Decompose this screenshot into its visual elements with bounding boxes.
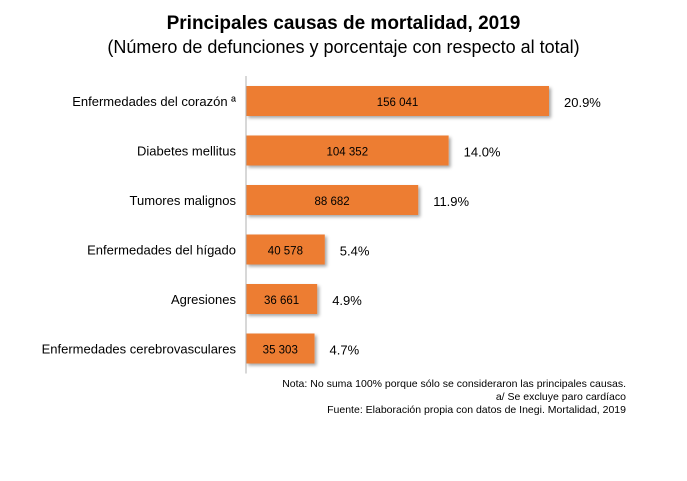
value-label: 36 661 (264, 295, 299, 307)
bar (246, 333, 315, 364)
value-label: 40 578 (268, 246, 303, 258)
value-label: 88 682 (315, 196, 350, 208)
category-label: Enfermedades del hígado (87, 243, 236, 258)
bar (246, 234, 325, 265)
percent-label: 4.7% (330, 343, 360, 358)
footnote-text: a/ Se excluye paro cardíaco (495, 391, 626, 403)
chart-subtitle: (Número de defunciones y porcentaje con … (107, 37, 580, 57)
percent-label: 11.9% (433, 194, 469, 209)
bar (246, 86, 549, 116)
category-label: Enfermedades cerebrovasculares (42, 342, 237, 357)
chart-title: Principales causas de mortalidad, 2019 (166, 13, 521, 34)
value-label: 104 352 (327, 147, 369, 159)
percent-label: 5.4% (340, 244, 370, 259)
percent-label: 20.9% (564, 95, 601, 110)
category-label: Enfermedades del corazón ª (72, 94, 236, 109)
category-label: Tumores malignos (130, 193, 237, 208)
value-label: 156 041 (377, 97, 419, 109)
source-text: Fuente: Elaboración propia con datos de … (327, 404, 626, 416)
bar (246, 185, 419, 215)
bar (246, 284, 318, 314)
value-label: 35 303 (263, 345, 298, 357)
percent-label: 4.9% (332, 293, 362, 308)
category-label: Diabetes mellitus (137, 144, 236, 159)
note-text: Nota: No suma 100% porque sólo se consid… (282, 378, 626, 390)
percent-label: 14.0% (464, 145, 501, 160)
bar (246, 135, 449, 166)
category-label: Agresiones (171, 292, 237, 307)
